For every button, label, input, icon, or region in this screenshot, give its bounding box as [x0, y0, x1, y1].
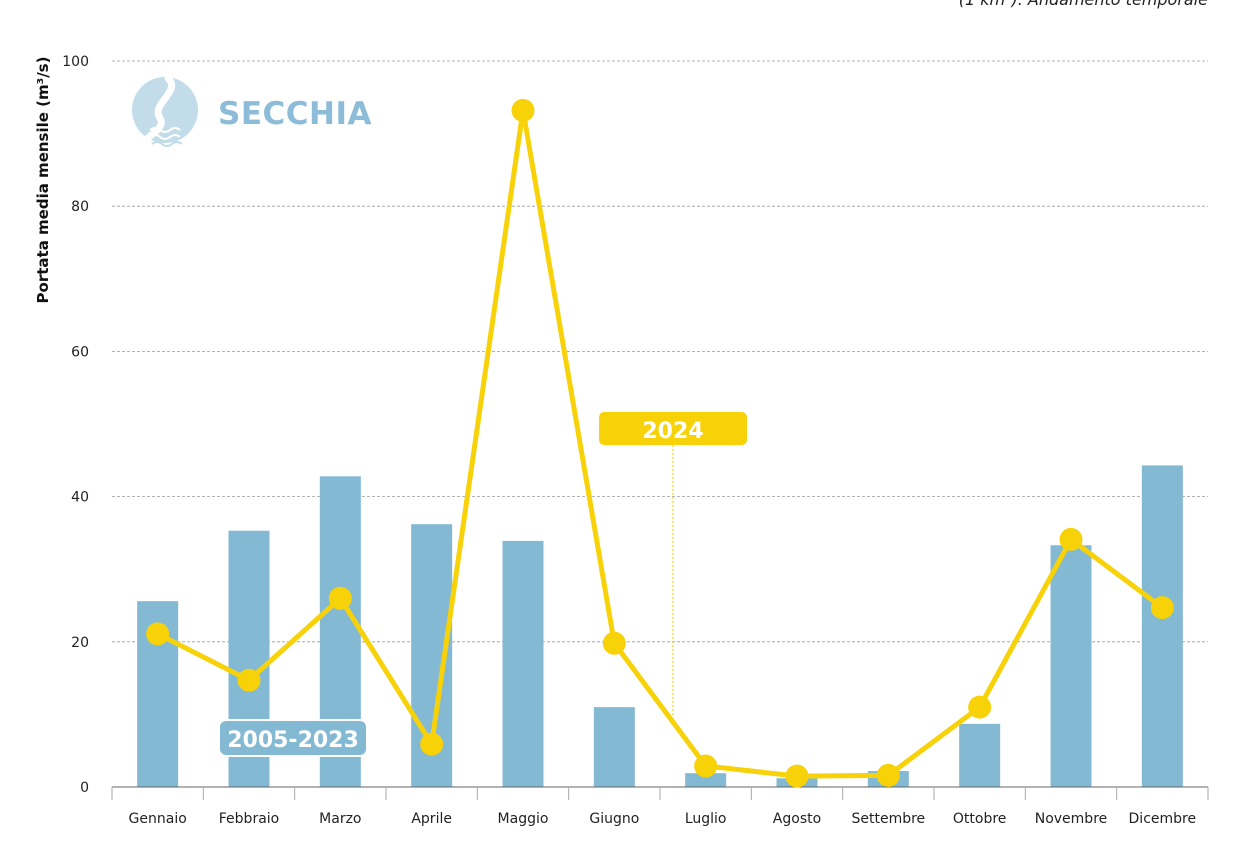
x-tick-label: Novembre [1035, 811, 1108, 827]
x-tick-label: Ottobre [953, 811, 1007, 827]
line-2024 [146, 98, 1174, 788]
legend-tag-2005-2023-label: 2005-2023 [227, 728, 359, 753]
y-tick-label: 100 [62, 54, 89, 70]
logo-text: SECCHIA [218, 96, 372, 132]
x-tick-label: Luglio [685, 811, 727, 827]
x-tick-label: Agosto [773, 811, 821, 827]
bar-giugno [593, 707, 635, 787]
x-tick-label: Gennaio [129, 811, 187, 827]
point-2024-aprile [420, 732, 444, 756]
legend-tag-2005-2023-box [218, 719, 368, 757]
x-axis [111, 786, 1209, 800]
x-tick-label: Febbraio [219, 811, 279, 827]
legend-tag-2005-2023: 2005-2023 [218, 719, 368, 757]
y-tick-label: 0 [80, 780, 89, 796]
y-tick-label: 40 [71, 490, 89, 506]
top-caption: (1 km²). Andamento temporale [959, 0, 1208, 9]
river-drop-icon [132, 74, 198, 147]
legend-tag-2024-label: 2024 [642, 419, 703, 444]
x-tick-label: Marzo [319, 811, 361, 827]
point-2024-marzo [328, 586, 352, 610]
x-tick-label: Maggio [498, 811, 549, 827]
logo: SECCHIA [132, 74, 372, 147]
legend-tag-2024: 2024 [599, 412, 747, 445]
point-2024-settembre [876, 763, 900, 787]
point-2024-novembre [1059, 527, 1083, 551]
point-2024-luglio [694, 754, 718, 778]
y-axis-label: Portata media mensile (m³/s) [34, 57, 52, 304]
point-2024-ottobre [968, 695, 992, 719]
point-2024-febbraio [237, 668, 261, 692]
point-2024-agosto [785, 764, 809, 788]
y-tick-label: 60 [71, 344, 89, 360]
line-2024-path [155, 107, 1165, 779]
bar-novembre [1050, 545, 1092, 787]
x-tick-label: Settembre [851, 811, 925, 827]
bar-maggio [502, 540, 544, 787]
bar-ottobre [959, 723, 1001, 787]
legend-tag-2024-box [599, 412, 747, 445]
x-tick-labels: Gennaio Febbraio Marzo Aprile Maggio Giugno Lu… [129, 811, 1197, 827]
point-2024-gennaio [146, 622, 170, 646]
y-tick-label: 20 [71, 635, 89, 651]
point-2024-maggio [511, 98, 535, 122]
x-tick-label: Dicembre [1129, 811, 1197, 827]
y-tick-labels: 0 20 40 60 80 100 [62, 54, 89, 796]
point-2024-giugno [602, 631, 626, 655]
y-tick-label: 80 [71, 199, 89, 215]
gridlines [112, 60, 1208, 643]
bar-luglio [685, 773, 727, 787]
x-tick-label: Aprile [411, 811, 452, 827]
bar-dicembre [1141, 465, 1183, 787]
x-tick-label: Giugno [589, 811, 639, 827]
point-2024-dicembre [1150, 596, 1174, 620]
